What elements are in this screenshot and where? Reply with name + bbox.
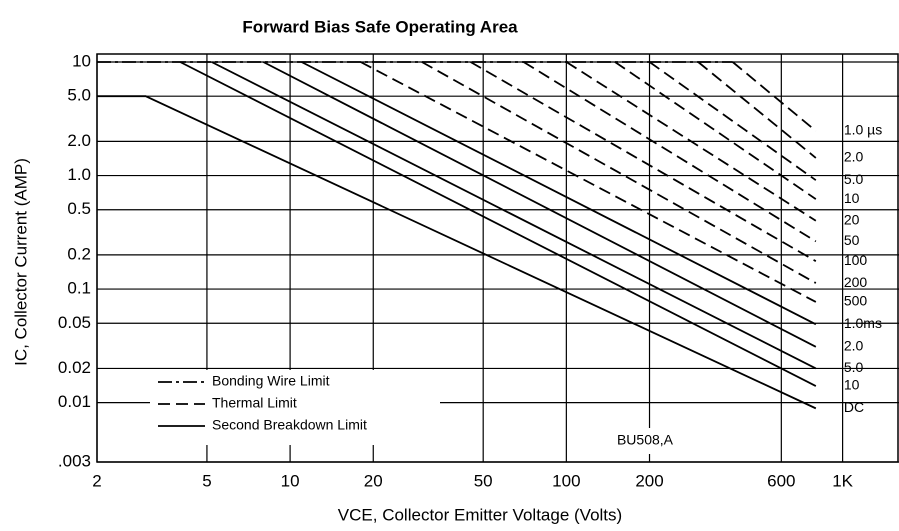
curve [697, 61, 817, 159]
y-tick-label: 0.1 [67, 279, 91, 298]
curve-label: 1.0ms [844, 315, 882, 331]
curve [421, 61, 817, 284]
curve-label: 100 [844, 252, 868, 268]
curve [614, 61, 817, 200]
curve [301, 61, 817, 326]
curve-label: 2.0 [844, 149, 864, 165]
curve-label: 20 [844, 211, 860, 227]
y-tick-label: 0.5 [67, 199, 91, 218]
y-axis-label: IC, Collector Current (AMP) [11, 158, 30, 366]
x-tick-label: 5 [202, 471, 211, 490]
curve [179, 61, 817, 387]
curve-label: 5.0 [844, 171, 864, 187]
legend-label: Second Breakdown Limit [212, 417, 367, 433]
curve-label: 200 [844, 274, 868, 290]
y-tick-label: 5.0 [67, 86, 91, 105]
chart-title: Forward Bias Safe Operating Area [242, 17, 518, 36]
curve-label: 50 [844, 232, 860, 248]
y-tick-label: .003 [58, 451, 91, 470]
x-axis-label: VCE, Collector Emitter Voltage (Volts) [338, 505, 622, 524]
x-tick-label: 10 [281, 471, 300, 490]
y-tick-label: 0.01 [58, 392, 91, 411]
y-tick-label: 10 [72, 51, 91, 70]
x-tick-label: 2 [92, 471, 101, 490]
curve-label: 500 [844, 293, 868, 309]
curve [360, 61, 817, 303]
curve [523, 61, 817, 243]
curve-label: 10 [844, 377, 860, 393]
x-tick-label: 200 [635, 471, 663, 490]
legend-label: Thermal Limit [212, 395, 297, 411]
legend-label: Bonding Wire Limit [212, 373, 330, 389]
curve [97, 95, 817, 410]
curve [648, 61, 817, 181]
x-tick-label: 600 [767, 471, 795, 490]
annotation-box [605, 428, 685, 454]
legend-box [150, 370, 440, 445]
curve-label: 1.0 µs [844, 122, 882, 138]
x-tick-label: 100 [552, 471, 580, 490]
annotation: BU508,A [617, 432, 674, 448]
x-tick-label: 20 [364, 471, 383, 490]
y-tick-label: 0.05 [58, 313, 91, 332]
y-tick-label: 0.02 [58, 358, 91, 377]
curve [732, 61, 817, 132]
curve-label: 5.0 [844, 359, 864, 375]
curve-label: 10 [844, 190, 860, 206]
curve [211, 61, 817, 370]
curve-label: DC [844, 399, 864, 415]
curve [470, 61, 817, 262]
y-tick-label: 1.0 [67, 165, 91, 184]
curve [262, 61, 817, 348]
x-tick-label: 1K [832, 471, 853, 490]
curve [565, 61, 817, 222]
x-tick-label: 50 [474, 471, 493, 490]
y-tick-label: 0.2 [67, 244, 91, 263]
curve-label: 2.0 [844, 338, 864, 354]
y-tick-label: 2.0 [67, 131, 91, 150]
